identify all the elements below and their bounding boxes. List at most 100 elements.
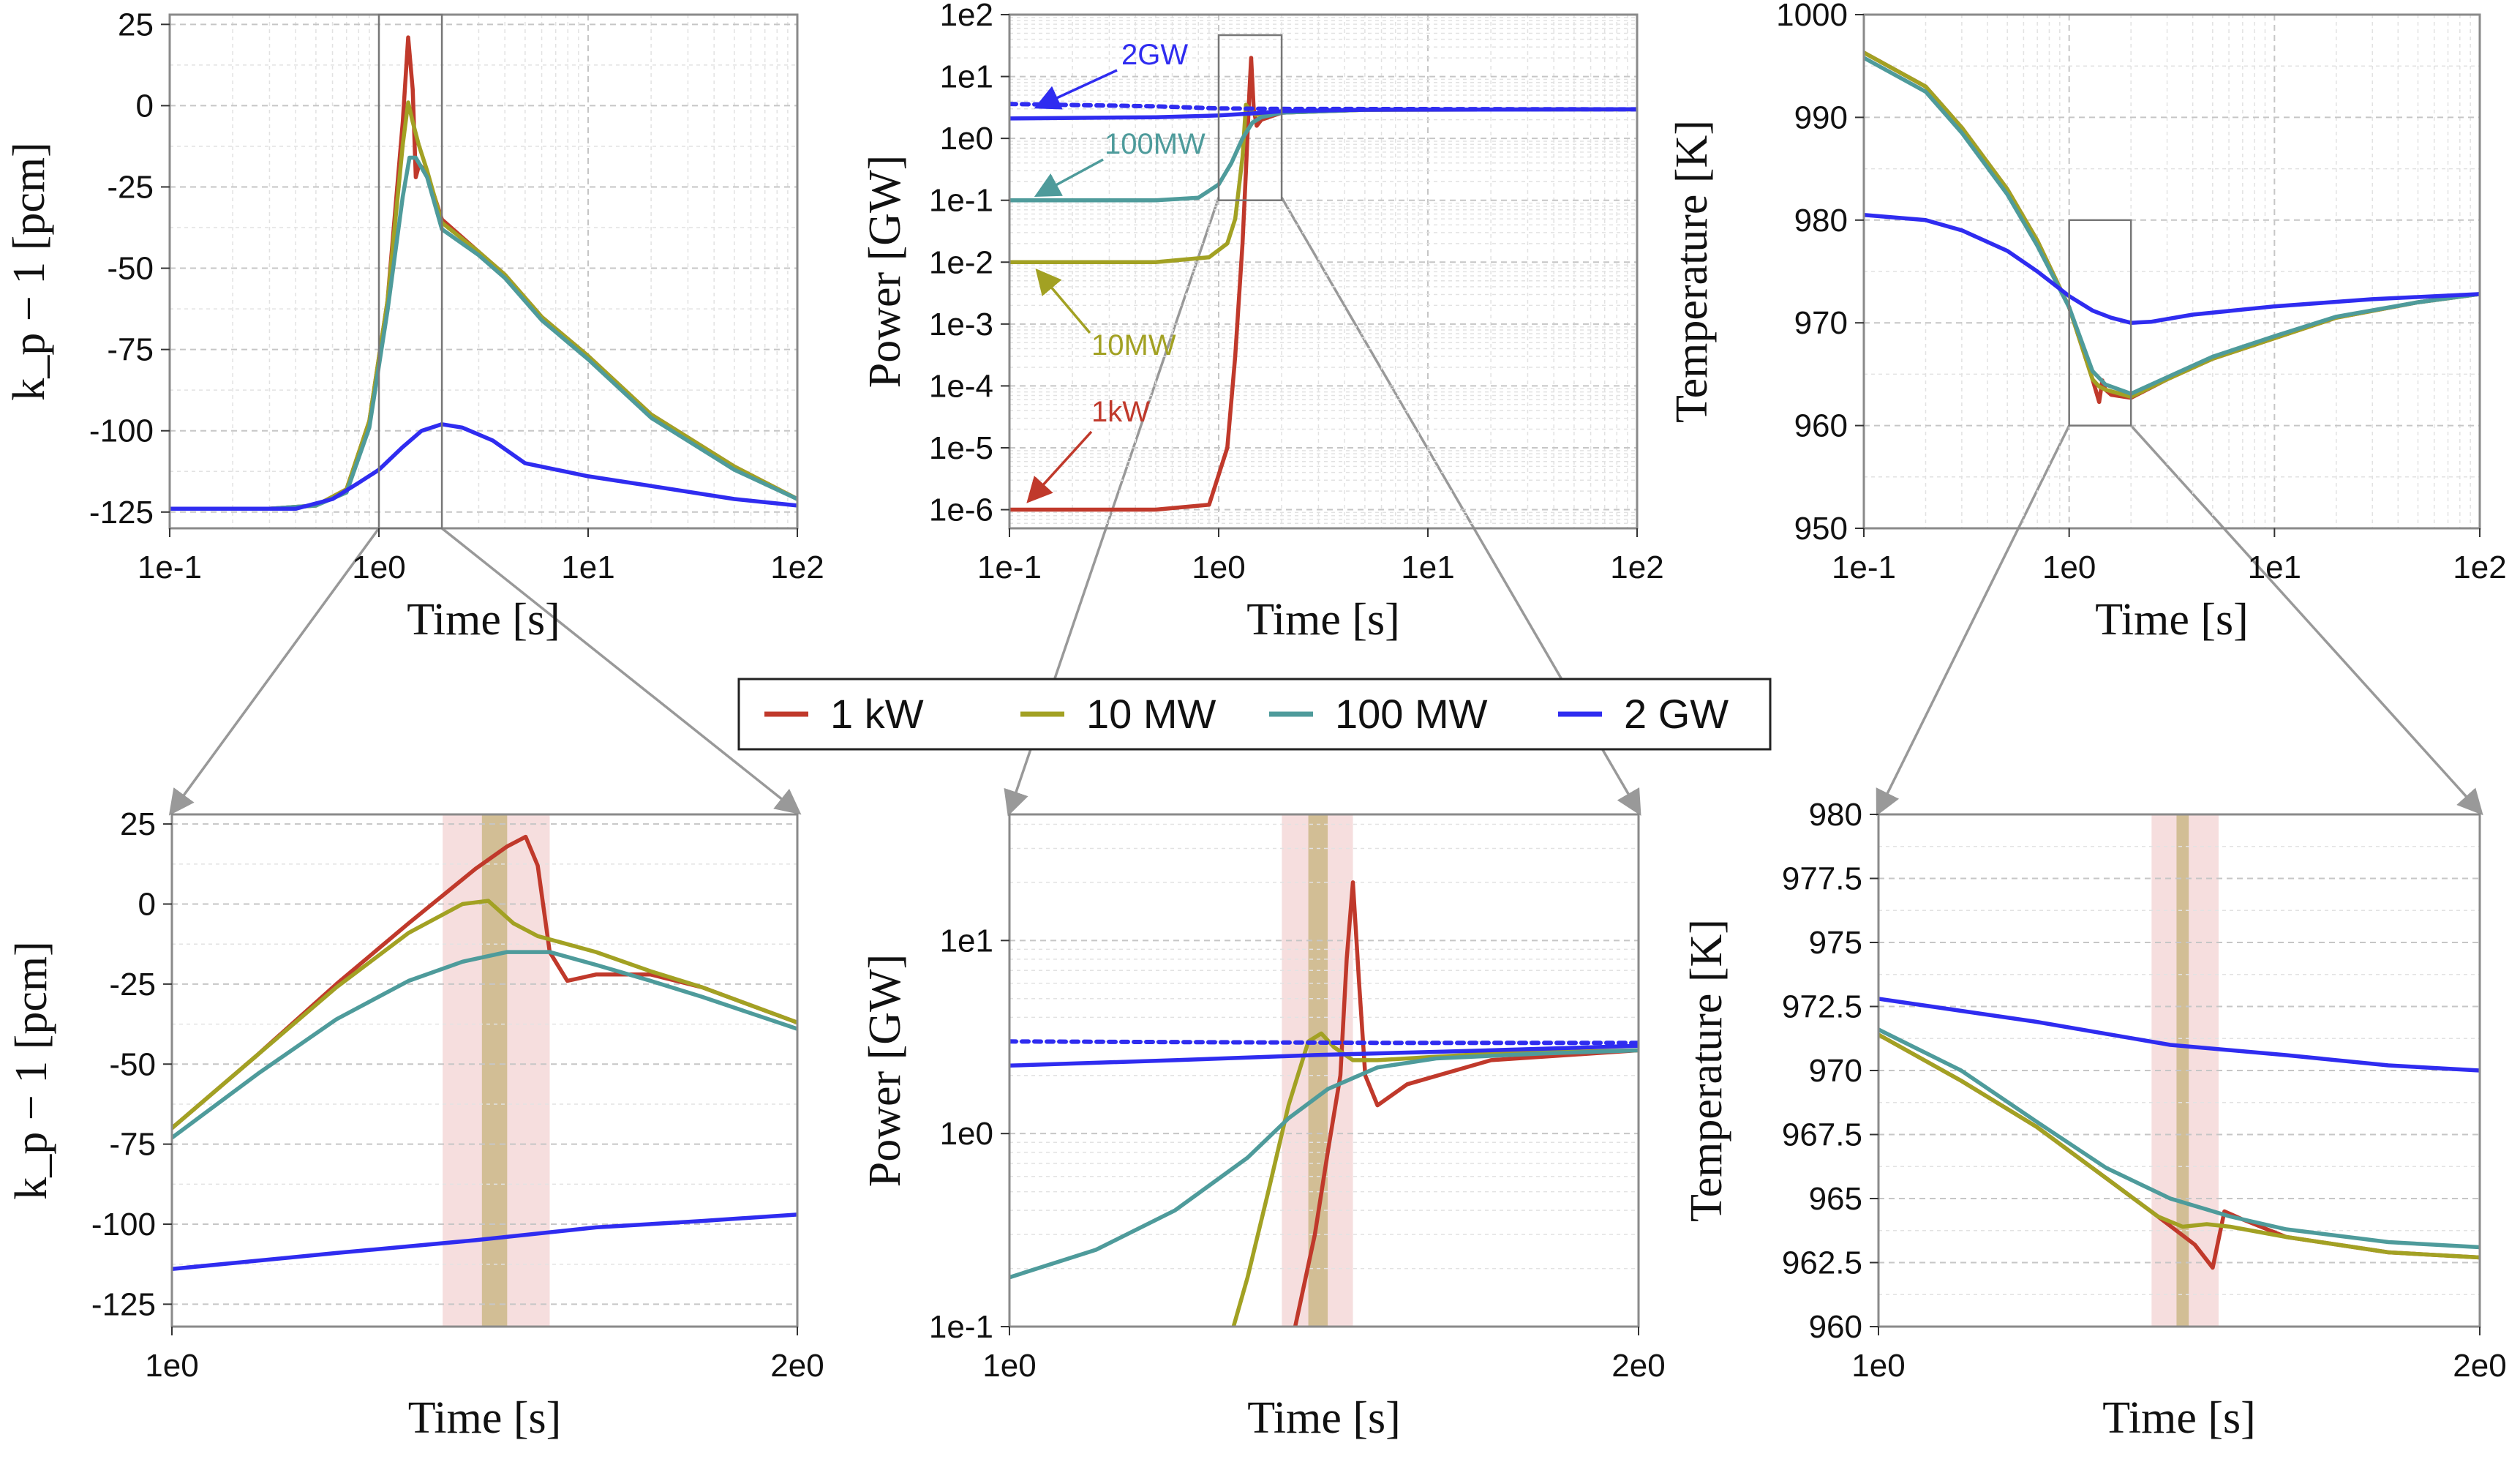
y-tick-label: 967.5 — [1782, 1117, 1862, 1153]
y-tick-label: 1e1 — [940, 923, 993, 959]
y-tick-label: -50 — [109, 1046, 156, 1082]
series-line-1-kw — [172, 834, 797, 1131]
x-tick-label: 1e0 — [352, 550, 405, 585]
x-tick-label: 1e2 — [770, 550, 824, 585]
x-axis-label: Time [s] — [1247, 1393, 1401, 1443]
y-tick-label: 25 — [120, 806, 156, 842]
y-axis-label: Temperature [K] — [1682, 919, 1731, 1222]
series-line-1-kw — [1293, 880, 1639, 1327]
y-tick-label: 980 — [1809, 797, 1862, 833]
y-tick-label: 970 — [1809, 1053, 1862, 1089]
plot-frame — [168, 13, 799, 530]
series-line-100-mw — [1878, 1027, 2480, 1250]
y-tick-label: 1e-3 — [929, 307, 993, 342]
y-tick-label: -75 — [107, 332, 154, 368]
series-line-10-mw — [1009, 102, 1637, 265]
x-tick-label: 1e1 — [1401, 550, 1454, 585]
series-line-100-mw — [1009, 107, 1637, 203]
legend-label-10mw: 10 MW — [1086, 691, 1216, 737]
series-line-1-kw — [1009, 56, 1637, 512]
highlight-band — [481, 814, 508, 1327]
x-tick-label: 1e-1 — [977, 550, 1042, 585]
x-axis-label: Time [s] — [2102, 1393, 2256, 1443]
x-axis-label: Time [s] — [1246, 595, 1400, 645]
annotation-100mw: 100MW — [1105, 128, 1206, 160]
y-tick-label: 990 — [1794, 100, 1848, 135]
x-tick-label: 2e0 — [2453, 1348, 2506, 1384]
annotation-arrow-2gw — [1034, 69, 1118, 110]
y-tick-label: -100 — [89, 413, 154, 449]
series-group — [1009, 56, 1637, 512]
power-annotations: 2GW 100MW 10MW 1kW — [1026, 39, 1206, 503]
grid — [171, 814, 798, 1327]
y-tick-label: 950 — [1794, 511, 1848, 547]
zoom-connector — [168, 527, 380, 816]
y-tick-label: 25 — [118, 7, 154, 42]
y-tick-label: 0 — [138, 887, 156, 923]
y-axis-label: Power [GW] — [860, 954, 910, 1188]
series-line-10-mw — [1864, 50, 2480, 400]
y-tick-label: 1e-2 — [929, 244, 993, 280]
x-tick-label: 1e0 — [982, 1348, 1036, 1384]
x-tick-label: 1e0 — [1851, 1348, 1905, 1384]
y-tick-label: 1e-5 — [929, 430, 993, 466]
kp-full-chart: 1e-1 1e0 1e1 1e2 25 0 -25 -50 -75 -100 -125 Time [s… — [4, 7, 824, 645]
y-tick-label: -25 — [109, 967, 156, 1002]
x-axis-label: Time [s] — [407, 595, 560, 645]
zoom-box — [377, 13, 443, 530]
x-tick-label: 1e-1 — [1832, 550, 1896, 585]
y-tick-label: 975 — [1809, 925, 1862, 961]
zoom-box — [2068, 219, 2132, 427]
plot-frame — [1008, 813, 1640, 1328]
series-line-10-mw — [1878, 1032, 2480, 1260]
y-tick-label: 1e-1 — [929, 1309, 993, 1345]
y-tick-label: -25 — [107, 169, 154, 205]
series-line-2-gw — [1009, 1043, 1639, 1068]
series-line-2-gw — [170, 422, 797, 511]
y-tick-label: 0 — [136, 88, 154, 124]
annotation-2gw: 2GW — [1121, 39, 1188, 71]
x-tick-label: 1e2 — [2453, 550, 2506, 585]
y-tick-label: 1e2 — [940, 0, 993, 33]
series-line-2-gw — [172, 1212, 797, 1272]
series-group — [172, 834, 797, 1272]
y-tick-label: 970 — [1794, 305, 1848, 341]
y-tick-label: 972.5 — [1782, 989, 1862, 1025]
y-tick-label: 977.5 — [1782, 861, 1862, 897]
y-tick-label: -125 — [91, 1286, 156, 1322]
series-line-2-gw — [1878, 997, 2480, 1073]
series-line-10-mw — [172, 899, 797, 1131]
series-group — [170, 35, 797, 511]
series-line-100-mw — [172, 950, 797, 1140]
series-group — [1009, 880, 1639, 1327]
y-axis-label: Temperature [K] — [1667, 120, 1717, 423]
temperature-zoom-chart: 1e0 2e0 980 977.5 975 972.5 970 967.5 965 962.5 96… — [1682, 797, 2507, 1443]
plot-frame — [1862, 13, 2481, 530]
x-axis-label: Time [s] — [2095, 595, 2249, 645]
zoom-box — [1217, 34, 1283, 201]
y-tick-label: 1000 — [1776, 0, 1848, 33]
y-tick-label: -75 — [109, 1127, 156, 1163]
series-group — [1864, 50, 2480, 405]
y-tick-label: 962.5 — [1782, 1245, 1862, 1281]
x-tick-label: 1e1 — [2248, 550, 2301, 585]
legend-label-100mw: 100 MW — [1335, 691, 1488, 737]
y-tick-label: 1e0 — [940, 121, 993, 157]
y-tick-label: 960 — [1794, 408, 1848, 444]
grid — [1863, 14, 2480, 529]
legend-label-1kw: 1 kW — [830, 691, 924, 737]
series-line-2-gw — [1864, 213, 2480, 325]
series-group — [1878, 997, 2480, 1270]
x-axis-label: Time [s] — [408, 1393, 562, 1443]
annotation-arrow-10mw — [1035, 268, 1091, 334]
y-tick-label: 1e-6 — [929, 492, 993, 528]
annotation-arrow-1kw — [1026, 430, 1093, 503]
series-line-100-mw — [1864, 56, 2480, 396]
legend-label-2gw: 2 GW — [1624, 691, 1729, 737]
temperature-full-chart: 1e-1 1e0 1e1 1e2 1000 990 980 970 960 950 Time [s]… — [1667, 0, 2507, 645]
series-line-2-gw-dotted — [1009, 1039, 1639, 1046]
y-tick-label: 1e-4 — [929, 368, 993, 404]
x-tick-label: 1e0 — [1192, 550, 1245, 585]
